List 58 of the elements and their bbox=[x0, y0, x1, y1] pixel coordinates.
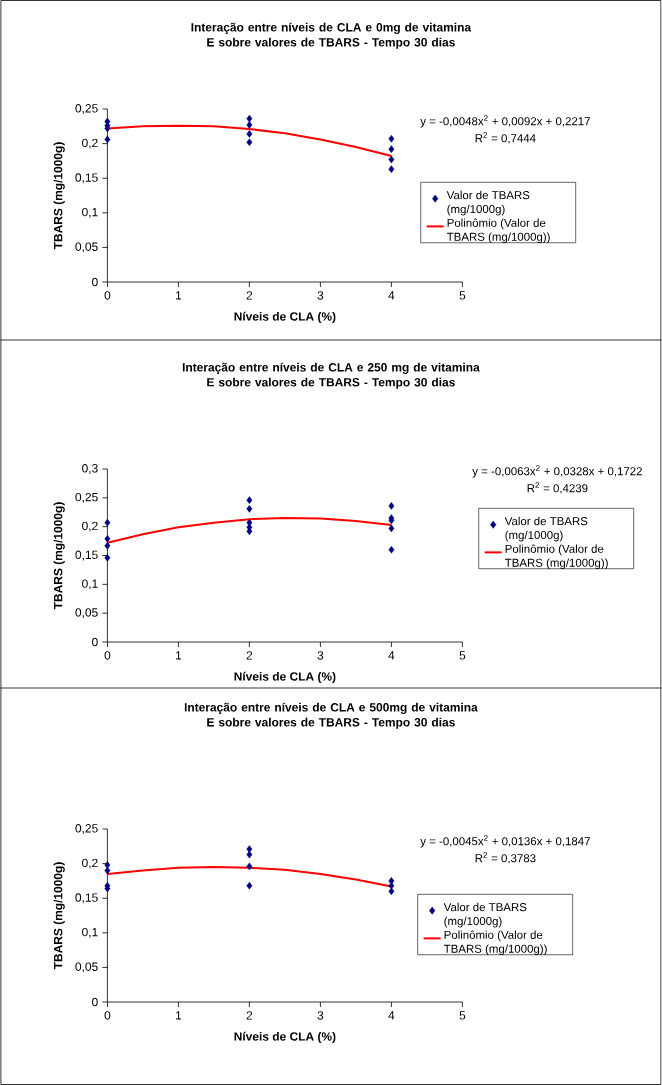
y-tick-label: 0,25 bbox=[75, 492, 98, 503]
x-tick-label: 1 bbox=[176, 291, 182, 300]
y-tick-label: 0 bbox=[92, 997, 98, 1007]
y-tick-label: 0,1 bbox=[82, 207, 98, 218]
text: R$^{2}$ = 0,4239 bbox=[527, 482, 588, 494]
text: R$^{2}$ = 0,3783 bbox=[475, 852, 536, 864]
y-tick-label: 0 bbox=[92, 637, 98, 647]
y-tick-label: 0,1 bbox=[82, 927, 98, 938]
legend-label: Polinômio (Valor de TBARS (mg/1000g)) bbox=[505, 544, 608, 570]
legend-label: Polinômio (Valor de TBARS (mg/1000g)) bbox=[447, 218, 550, 244]
x-tick-label: 3 bbox=[317, 1011, 324, 1020]
x-tick-label: 2 bbox=[246, 291, 253, 300]
y-axis-title: TBARS (mg/1000g) bbox=[53, 142, 65, 250]
x-axis-title: Níveis de CLA (%) bbox=[234, 311, 336, 324]
x-tick-label: 3 bbox=[317, 651, 324, 660]
x-axis-title: Níveis de CLA (%) bbox=[234, 671, 336, 684]
y-tick-label: 0,2 bbox=[82, 138, 98, 149]
y-tick-label: 0,25 bbox=[75, 824, 98, 834]
x-tick-label: 5 bbox=[459, 291, 466, 300]
y-tick-label: 0,05 bbox=[75, 242, 98, 253]
y-tick-label: 0,15 bbox=[75, 550, 98, 561]
legend-label: Valor de TBARS (mg/1000g) bbox=[504, 516, 588, 542]
x-tick-label: 4 bbox=[388, 651, 395, 660]
x-tick-label: 4 bbox=[388, 291, 395, 300]
x-tick-label: 2 bbox=[246, 651, 253, 660]
x-tick-label: 0 bbox=[104, 291, 111, 300]
y-tick-label: 0 bbox=[92, 277, 98, 287]
legend-label: Valor de TBARS (mg/1000g) bbox=[446, 190, 530, 216]
y-tick-label: 0,15 bbox=[75, 893, 98, 904]
x-tick-label: 4 bbox=[388, 1011, 395, 1020]
y-tick-label: 0,25 bbox=[75, 104, 98, 114]
legend-label: Valor de TBARS (mg/1000g) bbox=[443, 902, 527, 928]
x-tick-label: 0 bbox=[104, 651, 111, 660]
x-tick-label: 1 bbox=[176, 651, 182, 660]
x-axis-title: Níveis de CLA (%) bbox=[234, 1031, 336, 1044]
legend-label: Polinômio (Valor de TBARS (mg/1000g)) bbox=[444, 930, 547, 956]
y-tick-label: 0,2 bbox=[82, 521, 98, 532]
annotation: y = -0,0048x$^{2}$ + 0,0092x + 0,2217 bbox=[420, 115, 591, 128]
y-axis-title: TBARS (mg/1000g) bbox=[53, 862, 65, 970]
x-tick-label: 5 bbox=[459, 651, 466, 660]
y-tick-label: 0,3 bbox=[82, 464, 98, 474]
x-tick-label: 3 bbox=[317, 291, 324, 300]
chart-title: Interação entre níveis de CLA e 0mg de vitamina E sobre valores de TBARS - Tempo 30 dias bbox=[191, 22, 472, 49]
annotation: y = -0,0045x$^{2}$ + 0,0136x + 0,1847 bbox=[420, 835, 591, 848]
y-tick-label: 0,15 bbox=[75, 173, 98, 184]
y-tick-label: 0,05 bbox=[75, 608, 98, 619]
text: R$^{2}$ = 0,7444 bbox=[475, 132, 536, 144]
y-axis-title: TBARS (mg/1000g) bbox=[53, 502, 65, 610]
y-tick-label: 0,05 bbox=[75, 962, 98, 973]
y-tick-label: 0,2 bbox=[82, 858, 98, 869]
x-tick-label: 1 bbox=[176, 1011, 182, 1020]
y-tick-label: 0,1 bbox=[82, 579, 98, 590]
x-tick-label: 2 bbox=[246, 1011, 253, 1020]
chart-title: Interação entre níveis de CLA e 500mg de vitamina E sobre valores de TBARS - Tempo 30 dias bbox=[184, 702, 478, 729]
text: y = -0,0063x$^{2}$ + 0,0328x + 0,1722 bbox=[472, 465, 643, 478]
chart-title: Interação entre níveis de CLA e 250 mg de vitamina E sobre valores de TBARS - Tempo 30 dias bbox=[182, 362, 480, 389]
x-tick-label: 0 bbox=[104, 1011, 111, 1020]
x-tick-label: 5 bbox=[459, 1011, 466, 1020]
